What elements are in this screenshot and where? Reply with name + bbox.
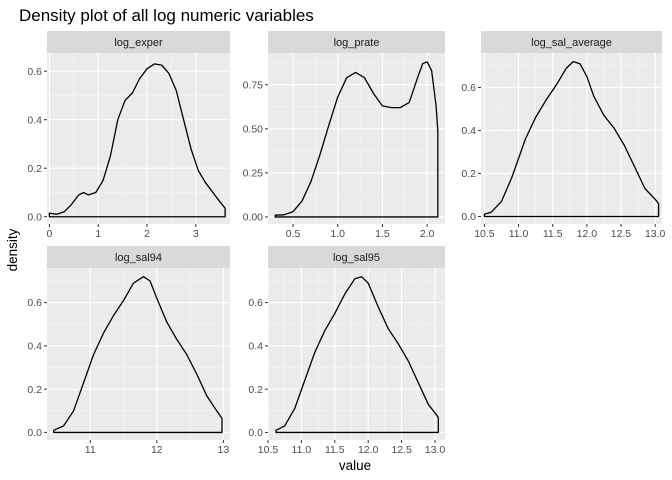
x-tick-label: 0.5 <box>286 228 301 240</box>
y-tick-label: 0.6 <box>27 297 42 309</box>
panel-background <box>268 53 445 224</box>
facet-strip-label: log_sal94 <box>115 252 162 264</box>
x-tick-label: 11.5 <box>325 444 345 456</box>
density-curve <box>53 276 223 434</box>
panel-background <box>268 268 445 440</box>
x-tick-label: 12.5 <box>391 444 412 456</box>
facet-strip <box>47 31 230 53</box>
y-tick-label: 0.2 <box>27 384 42 396</box>
facet-strip <box>481 31 662 53</box>
facet-log_exper: log_exper 0 1 2 3 0.0 0.2 0.4 0.6 <box>27 31 230 240</box>
x-tick-label: 13 <box>218 444 230 456</box>
y-tick-label: 0.4 <box>248 340 263 352</box>
y-tick-label: 0.0 <box>461 211 476 223</box>
y-tick-label: 0.4 <box>461 125 476 137</box>
facet-log_sal_average: log_sal_average 10.5 11.0 11.5 12.0 12.5 13.0 0… <box>461 31 666 240</box>
chart-title: Density plot of all log numeric variable… <box>19 6 314 25</box>
y-tick-label: 0.00 <box>243 212 264 224</box>
density-curve <box>275 276 439 434</box>
x-tick-label: 13.0 <box>425 444 446 456</box>
density-curve <box>483 60 660 218</box>
x-tick-label: 11 <box>85 444 96 456</box>
panel-background <box>47 268 230 440</box>
x-tick-label: 1.0 <box>330 228 345 240</box>
y-tick-label: 0.4 <box>27 340 42 352</box>
facet-log_sal94: log_sal94 11 12 13 0.0 0.2 0.4 0.6 <box>27 246 230 456</box>
facet-strip-label: log_exper <box>114 37 163 49</box>
y-tick-label: 0.0 <box>27 427 42 439</box>
y-tick-label: 0.75 <box>243 79 264 91</box>
facet-strip-label: log_sal_average <box>531 37 612 49</box>
x-tick-label: 11.5 <box>543 228 563 240</box>
facet-strip-label: log_prate <box>334 37 380 49</box>
y-axis-title: density <box>5 228 20 271</box>
x-tick-label: 13.0 <box>645 228 666 240</box>
facet-strip <box>47 246 230 268</box>
y-tick-label: 0.6 <box>248 297 263 309</box>
x-tick-label: 10.5 <box>258 444 279 456</box>
facet-strip <box>268 246 445 268</box>
y-tick-label: 0.6 <box>461 82 476 94</box>
x-tick-label: 2.0 <box>420 228 435 240</box>
y-tick-label: 0.50 <box>243 123 264 135</box>
x-tick-label: 12 <box>151 444 163 456</box>
x-tick-label: 3 <box>193 228 199 240</box>
x-tick-label: 12.0 <box>358 444 379 456</box>
facet-log_sal95: log_sal95 10.5 11.0 11.5 12.0 12.5 13.0 0.0 0.2 0… <box>248 246 445 456</box>
x-tick-label: 12.5 <box>611 228 632 240</box>
x-tick-label: 11.0 <box>292 444 312 456</box>
panel-background <box>47 53 230 224</box>
density-curve <box>48 63 226 218</box>
x-tick-label: 2 <box>144 228 150 240</box>
y-tick-label: 0.25 <box>243 167 264 179</box>
y-tick-label: 0.2 <box>461 168 476 180</box>
x-tick-label: 1.5 <box>375 228 390 240</box>
density-curve <box>274 61 439 218</box>
panel-background <box>481 53 662 224</box>
x-tick-label: 11.0 <box>509 228 529 240</box>
y-tick-label: 0.4 <box>27 114 42 126</box>
facet-strip-label: log_sal95 <box>333 252 380 264</box>
x-tick-label: 0 <box>47 228 53 240</box>
x-tick-label: 1 <box>95 228 101 240</box>
y-tick-label: 0.0 <box>27 211 42 223</box>
y-tick-label: 0.6 <box>27 66 42 78</box>
x-axis-title: value <box>339 458 371 473</box>
y-tick-label: 0.2 <box>248 384 263 396</box>
x-tick-label: 10.5 <box>474 228 495 240</box>
facet-log_prate: log_prate 0.5 1.0 1.5 2.0 0.00 0.25 0.50 0.75 <box>243 31 445 240</box>
y-tick-label: 0.2 <box>27 163 42 175</box>
y-tick-label: 0.0 <box>248 427 263 439</box>
x-tick-label: 12.0 <box>577 228 598 240</box>
facet-strip <box>268 31 445 53</box>
